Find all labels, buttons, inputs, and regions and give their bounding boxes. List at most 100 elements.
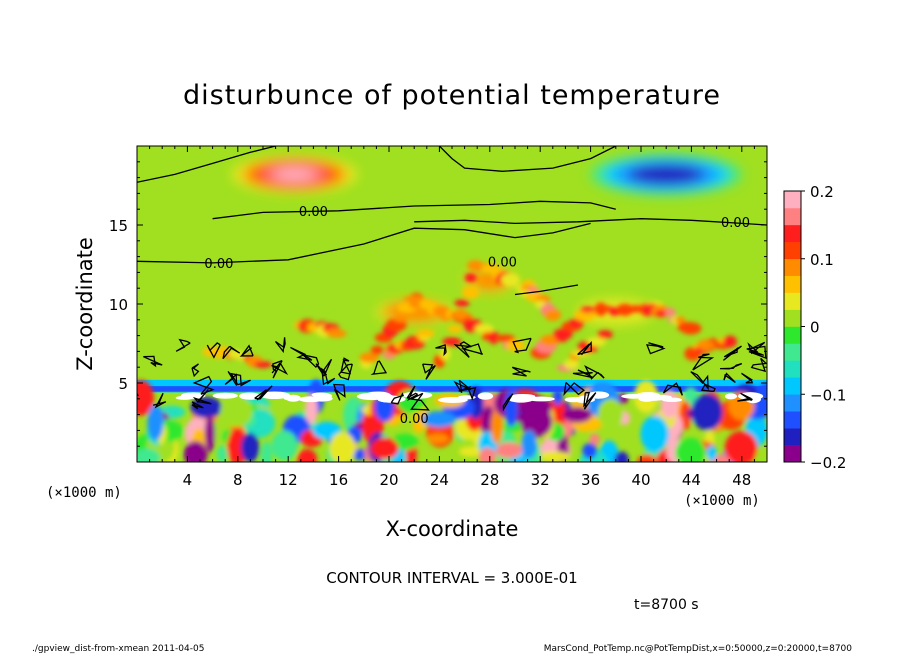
- contour-squiggle: [583, 391, 597, 410]
- contour-squiggle: [390, 392, 404, 405]
- colorbar-tick-label: −0.1: [810, 386, 846, 404]
- x-axis-ticks: 4 8 12 16 20 24 28 32 36 40 44 48: [149, 146, 755, 489]
- turbulence-cell: [458, 446, 485, 457]
- contour-label: 0.00: [400, 412, 429, 427]
- plume-cell: [415, 329, 435, 338]
- contour-squiggle: [700, 383, 716, 392]
- plume-cell: [553, 328, 573, 340]
- contour-squiggle: [271, 362, 289, 376]
- x-tick-label: 4: [183, 471, 193, 489]
- plume-cell: [464, 272, 477, 283]
- white-streak: [212, 392, 238, 399]
- plume-cell: [327, 329, 347, 338]
- colorbar-swatch: [784, 394, 801, 412]
- time-label: t=8700 s: [634, 597, 699, 613]
- x-tick-label: 36: [581, 471, 600, 489]
- feature-blob: [274, 168, 315, 181]
- turbulence-cell: [412, 417, 426, 433]
- contour-line: [514, 284, 579, 296]
- white-streak: [285, 394, 301, 402]
- contour-squiggle: [191, 363, 200, 378]
- colorbar-swatch: [784, 292, 801, 310]
- contour-squiggle: [290, 346, 313, 361]
- turbulence-cell: [147, 404, 164, 441]
- plume-cell: [675, 316, 686, 324]
- contour-squiggle: [662, 382, 683, 396]
- white-streak: [298, 396, 323, 403]
- contour-squiggle: [332, 383, 346, 401]
- contour-squiggle: [222, 345, 241, 360]
- contour-squiggle: [192, 389, 212, 405]
- contour-interval-text: CONTOUR INTERVAL = 3.000E-01: [326, 569, 577, 587]
- x-tick-label: 12: [279, 471, 298, 489]
- turbulence-cell: [329, 432, 356, 462]
- x-tick-label: 20: [379, 471, 398, 489]
- footer-right: MarsCond_PotTemp.nc@PotTempDist,x=0:5000…: [544, 644, 853, 654]
- contour-squiggle: [645, 342, 666, 355]
- turbulence-cell: [271, 430, 298, 461]
- colorbar-swatch: [784, 360, 801, 378]
- turbulence-cell: [637, 454, 657, 462]
- contour-squiggle: [370, 360, 388, 376]
- plume-cell: [507, 276, 519, 284]
- plume-cell: [359, 352, 379, 363]
- turbulence-cell: [675, 437, 706, 462]
- footer-left: ./gpview_dist-from-xmean 2011-04-05: [32, 644, 204, 654]
- turbulence-cell: [706, 445, 718, 462]
- white-streak: [738, 392, 763, 401]
- colorbar-swatch: [784, 258, 801, 276]
- white-streak: [180, 392, 206, 399]
- contour-squiggle: [458, 385, 477, 401]
- turbulence-cell: [563, 407, 593, 423]
- colorbar-swatch: [784, 326, 801, 344]
- contour-squiggle: [690, 371, 709, 391]
- turbulence-cell: [422, 411, 456, 428]
- contour-squiggle: [230, 372, 251, 387]
- turbulence-cell: [597, 398, 624, 429]
- white-streak: [510, 393, 536, 399]
- contour-squiggle: [152, 392, 167, 409]
- turbulence-cell: [589, 433, 600, 445]
- contour-squiggle: [741, 372, 754, 384]
- contour-squiggle: [338, 363, 353, 381]
- plume-cell: [370, 345, 384, 355]
- plume-cell: [723, 335, 737, 348]
- contour-squiggle: [746, 345, 767, 359]
- contour-squiggle: [239, 344, 254, 357]
- turbulence-cell: [520, 405, 553, 438]
- contour-squiggle: [409, 392, 430, 411]
- colorbar-swatch: [784, 343, 801, 361]
- colorbar-swatch: [784, 377, 801, 395]
- turbulence-cell: [426, 433, 449, 444]
- turbulence-cell: [204, 415, 216, 453]
- contour-line: [137, 222, 591, 264]
- white-streak: [527, 396, 555, 402]
- x-tick-label: 32: [531, 471, 550, 489]
- turbulence-cell: [521, 430, 538, 459]
- turbulence-cell: [212, 417, 224, 443]
- turbulence-cell: [297, 449, 318, 462]
- y-axis-label: Z-coordinate: [73, 237, 97, 371]
- blue-layer: [137, 386, 767, 392]
- white-streak: [724, 393, 737, 400]
- contour-squiggle: [435, 344, 447, 357]
- contour-label: 0.00: [488, 255, 517, 270]
- contour-squiggle: [453, 379, 472, 394]
- contour-label: 0.00: [721, 216, 750, 231]
- contour-squiggle: [577, 340, 592, 356]
- turbulence-cell: [660, 390, 679, 419]
- white-streak: [263, 392, 283, 399]
- turbulence-cell: [137, 448, 161, 462]
- turbulence-cell: [582, 443, 598, 459]
- contour-squiggle: [584, 364, 605, 380]
- plume-cell: [253, 361, 273, 369]
- x-tick-label: 44: [682, 471, 701, 489]
- x-tick-label: 48: [732, 471, 751, 489]
- colorbar-swatch: [784, 411, 801, 429]
- contour-lines: 0.00 0.00 0.00 0.00 0.00: [137, 146, 767, 427]
- contour-squiggle: [502, 393, 514, 412]
- contour-squiggle: [453, 341, 472, 358]
- turbulence-cell: [724, 431, 758, 462]
- plume-cell: [393, 315, 408, 323]
- white-streak: [356, 392, 388, 401]
